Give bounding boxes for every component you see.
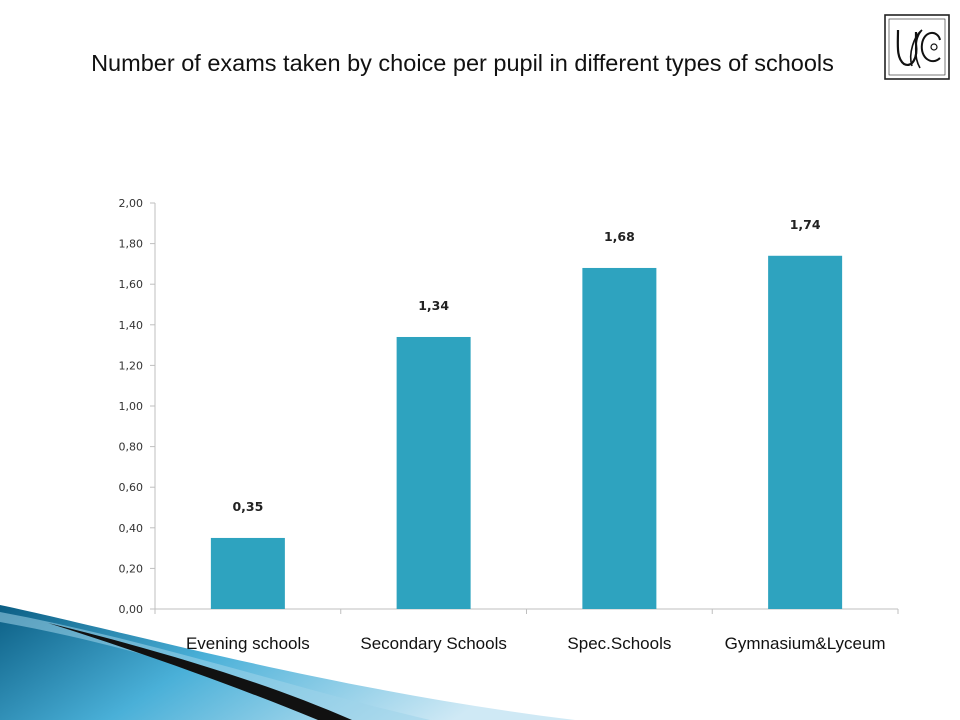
- logo: [884, 14, 950, 80]
- y-tick-label: 1,20: [119, 359, 144, 372]
- chart-data-labels: 0,35 1,34 1,68 1,74: [232, 217, 820, 514]
- swoosh-blue-shape: [0, 605, 575, 720]
- bar: [396, 336, 471, 609]
- uc-monogram-icon: [884, 14, 950, 80]
- category-label: Gymnasium&Lyceum: [724, 634, 886, 653]
- bar: [582, 267, 657, 609]
- chart-bars: [210, 255, 843, 609]
- y-tick-label: 1,40: [119, 319, 144, 332]
- y-tick-label: 0,80: [119, 441, 144, 454]
- bar: [768, 255, 843, 609]
- data-label: 1,74: [790, 217, 821, 232]
- y-tick-label: 0,60: [119, 481, 144, 494]
- y-tick-label: 2,00: [119, 197, 144, 210]
- swoosh-black-arrow: [48, 623, 352, 720]
- category-label: Evening schools: [185, 634, 310, 653]
- data-label: 1,68: [604, 229, 635, 244]
- data-label: 1,34: [418, 298, 449, 313]
- y-tick-label: 1,80: [119, 238, 144, 251]
- data-label: 0,35: [232, 499, 263, 514]
- slide-title: Number of exams taken by choice per pupi…: [91, 50, 834, 76]
- y-tick-label: 1,60: [119, 278, 144, 291]
- bar: [210, 537, 285, 609]
- y-tick-label: 0,20: [119, 562, 144, 575]
- y-tick-label: 1,00: [119, 400, 144, 413]
- category-label: Spec.Schools: [567, 634, 672, 653]
- category-label: Secondary Schools: [360, 634, 507, 653]
- y-tick-label: 0,40: [119, 522, 144, 535]
- y-tick-label: 0,00: [119, 603, 144, 616]
